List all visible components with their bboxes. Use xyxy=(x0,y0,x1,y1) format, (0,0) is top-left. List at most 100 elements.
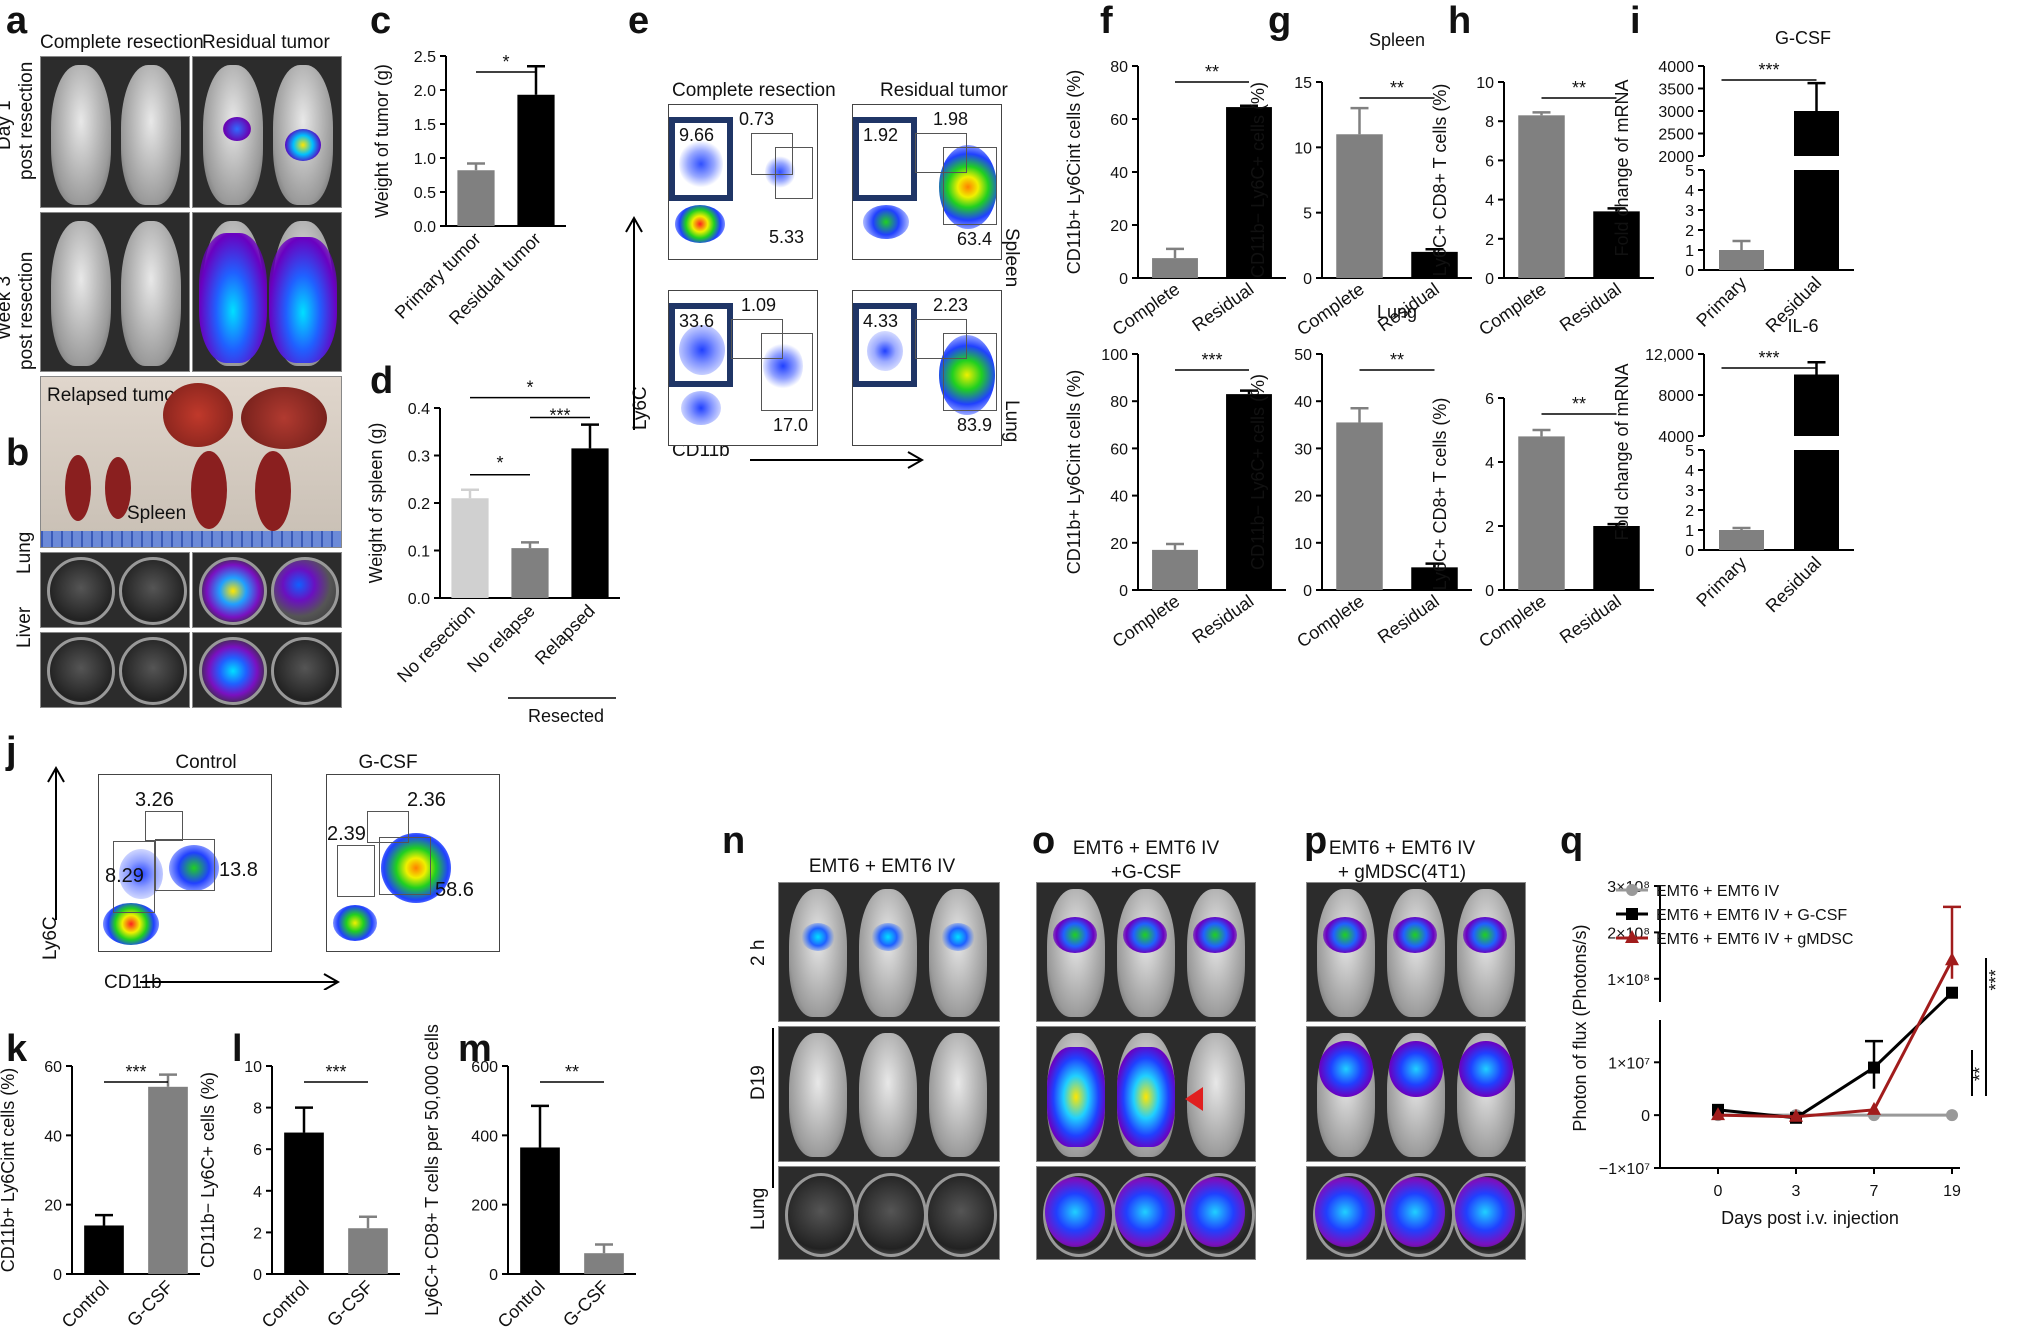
photo-liver-residual xyxy=(192,632,342,708)
y-axis-label: Ly6C+ CD8+ T cells per 50,000 cells xyxy=(422,1024,442,1316)
y-tick-label: 2500 xyxy=(1658,127,1694,144)
mouse-image xyxy=(1387,889,1445,1017)
gate-value: 17.0 xyxy=(773,415,809,435)
y-tick-label: 10 xyxy=(1294,140,1312,157)
y-tick-label: 0.3 xyxy=(408,449,430,466)
bioluminescence-signal xyxy=(801,923,835,951)
gate-value: 4.33 xyxy=(863,311,899,331)
bioluminescence-signal xyxy=(1385,1177,1445,1247)
y-tick-label: 10 xyxy=(244,1059,262,1076)
gate-cd11b xyxy=(943,333,997,411)
y-tick-label: 400 xyxy=(471,1128,498,1145)
gate-value: 83.9 xyxy=(957,415,993,435)
y-tick-label: 8000 xyxy=(1658,388,1694,405)
bar xyxy=(1719,250,1764,270)
x-axis-label: Days post i.v. injection xyxy=(1721,1208,1899,1228)
data-point xyxy=(1946,1109,1958,1122)
gate-value: 58.6 xyxy=(435,879,474,901)
panel-letter-n: n xyxy=(722,820,746,862)
y-tick-label: 2 xyxy=(253,1225,262,1242)
photo-relapsed-tumor-spleen: Relapsed tumor Spleen xyxy=(40,376,342,548)
y-tick-label: 15 xyxy=(1294,75,1312,92)
bar xyxy=(1794,450,1839,550)
well-dish xyxy=(925,1173,997,1257)
cell-population xyxy=(939,145,997,229)
y-tick-label: 0 xyxy=(1119,271,1128,288)
mouse-image xyxy=(789,889,847,1017)
x-tick-label: Control xyxy=(258,1277,313,1330)
legend-marker xyxy=(1626,908,1638,920)
bar xyxy=(148,1086,188,1274)
bar xyxy=(1719,530,1764,550)
well-dish xyxy=(271,637,339,705)
bioluminescence-signal xyxy=(871,923,905,951)
y-tick-label: 12,000 xyxy=(1645,347,1694,364)
bar xyxy=(1226,394,1272,590)
panel-letter-e: e xyxy=(628,0,650,42)
gate-value: 3.26 xyxy=(135,789,174,811)
mouse-image xyxy=(1317,889,1375,1017)
chart-title: G-CSF xyxy=(1775,28,1831,48)
gate-cd11b xyxy=(379,837,431,895)
y-tick-label: 0 xyxy=(253,1267,262,1284)
group-label: Resected xyxy=(528,706,604,726)
significance-label: ** xyxy=(1390,350,1404,370)
spleen-label: Spleen xyxy=(127,503,187,524)
y-axis-label: Fold change of mRNA xyxy=(1612,79,1632,256)
spleen-specimen xyxy=(65,455,91,521)
bioluminescence-signal xyxy=(1459,1041,1513,1097)
y-axis-label: CD11b+ Ly6Cint cells (%) xyxy=(0,1068,18,1273)
significance-label: *** xyxy=(1986,969,2006,990)
panel-letter-g: g xyxy=(1268,0,1292,42)
bar xyxy=(1336,134,1383,278)
y-axis-label: CD11b− Ly6C+ cells (%) xyxy=(1248,82,1268,278)
y-axis-label: Weight of spleen (g) xyxy=(366,423,386,584)
gate-value: 0.73 xyxy=(739,109,775,129)
y-tick-label: 3 xyxy=(1685,483,1694,500)
legend-marker xyxy=(1625,930,1639,943)
imaging-photo xyxy=(1306,1026,1526,1162)
y-axis-label: CD11b− Ly6C+ cells (%) xyxy=(1248,374,1268,570)
bar xyxy=(1593,526,1640,590)
y-tick-label: 3000 xyxy=(1658,104,1694,121)
y-tick-label: 4000 xyxy=(1658,429,1694,446)
panel-p-title-line2: + gMDSC(4T1) xyxy=(1337,862,1467,883)
x-tick-label: G-CSF xyxy=(123,1277,177,1330)
flow-plot-j-gcsf: 2.36 2.39 58.6 xyxy=(326,774,500,952)
panel-letter-l: l xyxy=(232,1028,243,1070)
cell-population xyxy=(681,391,721,425)
panel-letter-d: d xyxy=(370,360,394,402)
tumor-specimen xyxy=(241,387,327,449)
cell-population xyxy=(763,341,803,391)
bar xyxy=(517,94,555,226)
photo-liver-complete xyxy=(40,632,190,708)
bioluminescence-signal xyxy=(1123,917,1167,953)
bioluminescence-signal xyxy=(1115,1177,1175,1247)
panel-letter-b: b xyxy=(6,432,30,474)
imaging-photo xyxy=(778,882,1000,1022)
spleen-specimen xyxy=(255,451,291,531)
y-tick-label: 0 xyxy=(1641,1108,1650,1125)
y-tick-label: 60 xyxy=(44,1059,62,1076)
photo-lung-residual xyxy=(192,552,342,628)
mouse-image xyxy=(51,65,111,205)
y-tick-label: 0 xyxy=(1119,583,1128,600)
x-tick-label: 0 xyxy=(1714,1183,1723,1200)
flow-plot-lung-complete: 33.6 1.09 17.0 xyxy=(668,290,818,446)
bar xyxy=(571,448,609,598)
y-tick-label: 60 xyxy=(1110,441,1128,458)
ruler xyxy=(41,531,341,547)
y-tick-label: 0 xyxy=(489,1267,498,1284)
y-tick-label: 40 xyxy=(1110,489,1128,506)
y-tick-label: 4 xyxy=(1685,183,1694,200)
x-tick-label: 19 xyxy=(1943,1183,1961,1200)
y-tick-label: 50 xyxy=(1294,347,1312,364)
y-tick-label: 0.0 xyxy=(414,219,436,236)
gate-ly6c-int xyxy=(915,133,967,173)
panel-letter-m: m xyxy=(458,1028,492,1070)
cell-population xyxy=(675,205,725,243)
bioluminescence-signal xyxy=(1315,1177,1375,1247)
y-tick-label: 40 xyxy=(44,1128,62,1145)
y-axis-label: Ly6C+ CD8+ T cells (%) xyxy=(1430,84,1450,277)
mouse-image xyxy=(51,221,111,366)
